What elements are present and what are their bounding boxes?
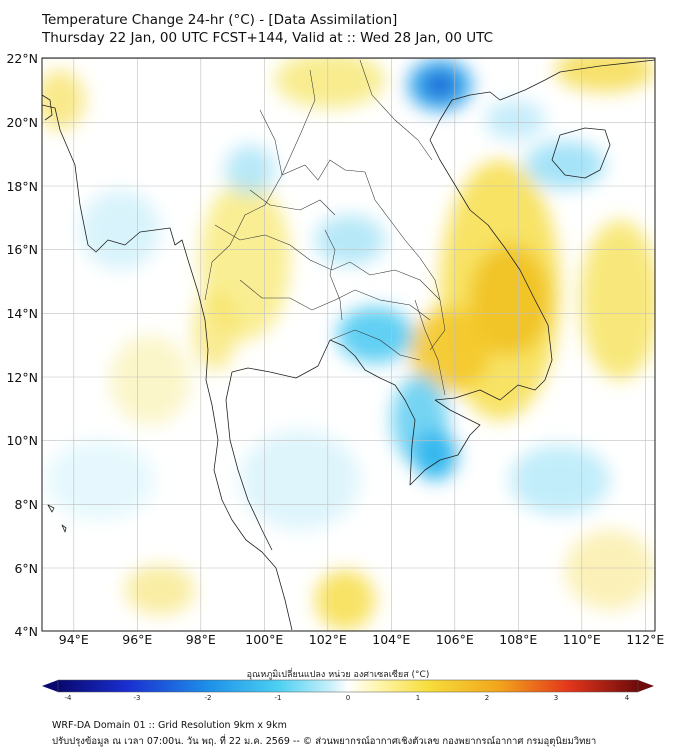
footer-model-info: WRF-DA Domain 01 :: Grid Resolution 9km … xyxy=(52,720,287,731)
lat-label: 16°N xyxy=(6,242,38,257)
colorbar-tick-label: 3 xyxy=(553,694,559,702)
colorbar-tick-label: -3 xyxy=(133,694,141,702)
lat-label: 18°N xyxy=(6,179,38,194)
coastlines xyxy=(42,59,655,631)
lat-label: 14°N xyxy=(6,306,38,321)
lon-label: 94°E xyxy=(58,632,89,647)
colorbar-tick-label: 0 xyxy=(345,694,351,702)
footer-update-info: ปรับปรุงข้อมูล ณ เวลา 07:00น. วัน พฤ. ที… xyxy=(52,736,597,747)
colorbar-title: อุณหภูมิเปลี่ยนแปลง หน่วย องศาเซลเซียส (… xyxy=(246,670,430,680)
lat-label: 22°N xyxy=(6,51,38,66)
colorbar-tick-label: -4 xyxy=(64,694,72,702)
lon-label: 100°E xyxy=(245,632,284,647)
hainan-island xyxy=(551,127,611,179)
colorbar-tick-label: 1 xyxy=(415,694,421,702)
colorbar xyxy=(42,679,654,693)
colorbar-min-arrow xyxy=(42,680,58,692)
lon-label: 110°E xyxy=(562,632,601,647)
lon-label: 106°E xyxy=(435,632,474,647)
map-frame xyxy=(41,57,656,632)
lat-label: 6°N xyxy=(14,561,38,576)
lon-label: 102°E xyxy=(308,632,347,647)
colorbar-tick-label: 4 xyxy=(624,694,630,702)
colorbar-gradient xyxy=(58,680,638,692)
colorbar-tick-label: -1 xyxy=(274,694,282,702)
lat-label: 20°N xyxy=(6,115,38,130)
chart-title: Temperature Change 24-hr (°C) - [Data As… xyxy=(42,12,398,28)
lon-label: 108°E xyxy=(499,632,538,647)
lon-label: 98°E xyxy=(185,632,216,647)
lat-label: 10°N xyxy=(6,433,38,448)
lon-label: 96°E xyxy=(122,632,153,647)
lon-label: 112°E xyxy=(626,632,665,647)
colorbar-max-arrow xyxy=(638,680,654,692)
lon-label: 104°E xyxy=(372,632,411,647)
chart-subtitle: Thursday 22 Jan, 00 UTC FCST+144, Valid … xyxy=(42,30,494,46)
province-borders xyxy=(204,59,446,396)
lat-label: 8°N xyxy=(14,497,38,512)
temperature-field xyxy=(42,58,655,630)
lat-label: 12°N xyxy=(6,370,38,385)
map-field-area xyxy=(42,58,655,631)
colorbar-tick-label: 2 xyxy=(484,694,490,702)
colorbar-tick-label: -2 xyxy=(204,694,212,702)
lat-label: 4°N xyxy=(14,624,38,639)
map-gridlines xyxy=(42,58,655,631)
